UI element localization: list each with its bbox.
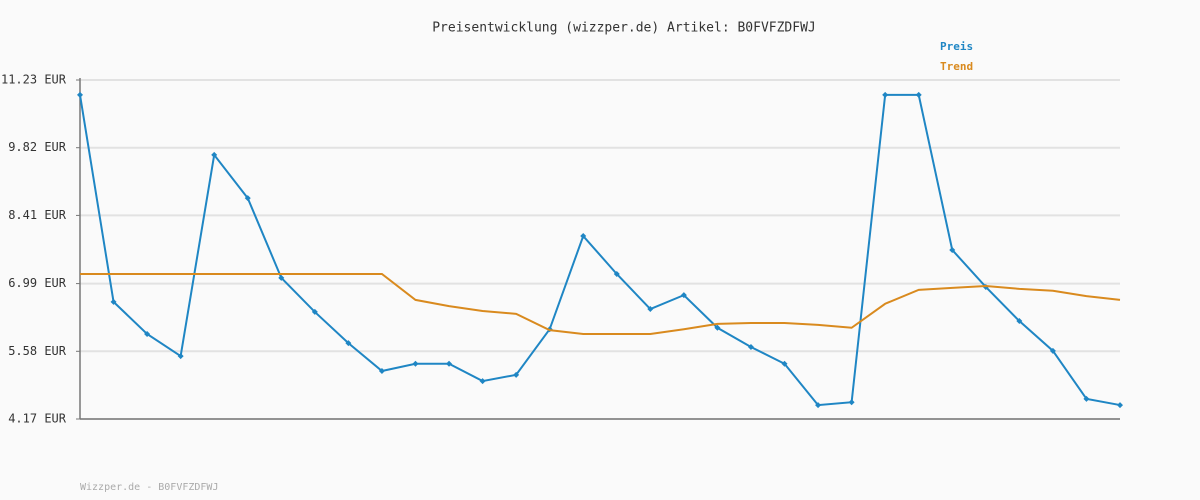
y-tick-label: 5.58 EUR: [8, 344, 67, 358]
point: [647, 306, 654, 313]
point: [915, 91, 922, 98]
y-tick-label: 4.17 EUR: [8, 412, 67, 426]
point: [815, 402, 822, 409]
line-0: [79, 93, 1121, 407]
point: [680, 292, 687, 299]
point: [714, 324, 721, 331]
legend-entry: Trend: [940, 60, 973, 73]
legend-entry: Preis: [940, 40, 973, 53]
point: [580, 233, 587, 240]
point: [177, 353, 184, 360]
point: [613, 270, 620, 277]
y-tick-label: 9.82 EUR: [8, 140, 67, 154]
point: [479, 378, 486, 385]
point: [77, 91, 83, 98]
point: [1117, 402, 1123, 409]
point: [446, 360, 453, 367]
line-1: [80, 272, 1121, 336]
point: [144, 331, 151, 338]
y-tick-label: 11.23 EUR: [1, 73, 67, 87]
point: [110, 298, 117, 305]
point: [747, 343, 754, 350]
point: [848, 399, 855, 406]
point: [311, 308, 318, 315]
point: [244, 195, 251, 202]
point: [211, 151, 218, 158]
point: [949, 246, 956, 253]
point: [1049, 347, 1056, 354]
point: [345, 340, 352, 347]
y-tick-label: 8.41 EUR: [8, 208, 67, 222]
point: [781, 360, 788, 367]
chart-title: Preisentwicklung (wizzper.de) Artikel: B…: [432, 21, 816, 36]
point: [378, 367, 385, 374]
point: [882, 91, 889, 98]
point: [412, 360, 419, 367]
y-tick-label: 6.99 EUR: [8, 276, 67, 290]
point: [1016, 318, 1023, 325]
point: [513, 371, 520, 378]
footer: Wizzper.de - B0FVFZDFWJ: [80, 482, 218, 493]
point: [1083, 395, 1090, 402]
point: [278, 274, 285, 281]
